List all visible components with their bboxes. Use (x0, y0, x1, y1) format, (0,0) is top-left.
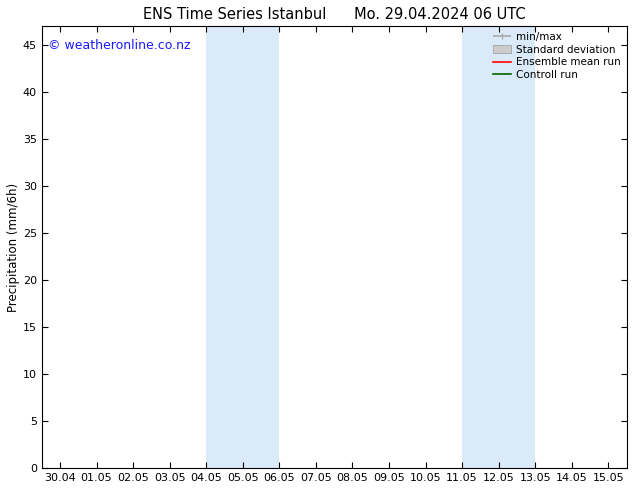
Title: ENS Time Series Istanbul      Mo. 29.04.2024 06 UTC: ENS Time Series Istanbul Mo. 29.04.2024 … (143, 7, 526, 22)
Y-axis label: Precipitation (mm/6h): Precipitation (mm/6h) (7, 182, 20, 312)
Text: © weatheronline.co.nz: © weatheronline.co.nz (48, 39, 190, 52)
Bar (462, 26, 535, 468)
Bar (206, 26, 280, 468)
Legend: min/max, Standard deviation, Ensemble mean run, Controll run: min/max, Standard deviation, Ensemble me… (489, 29, 623, 83)
